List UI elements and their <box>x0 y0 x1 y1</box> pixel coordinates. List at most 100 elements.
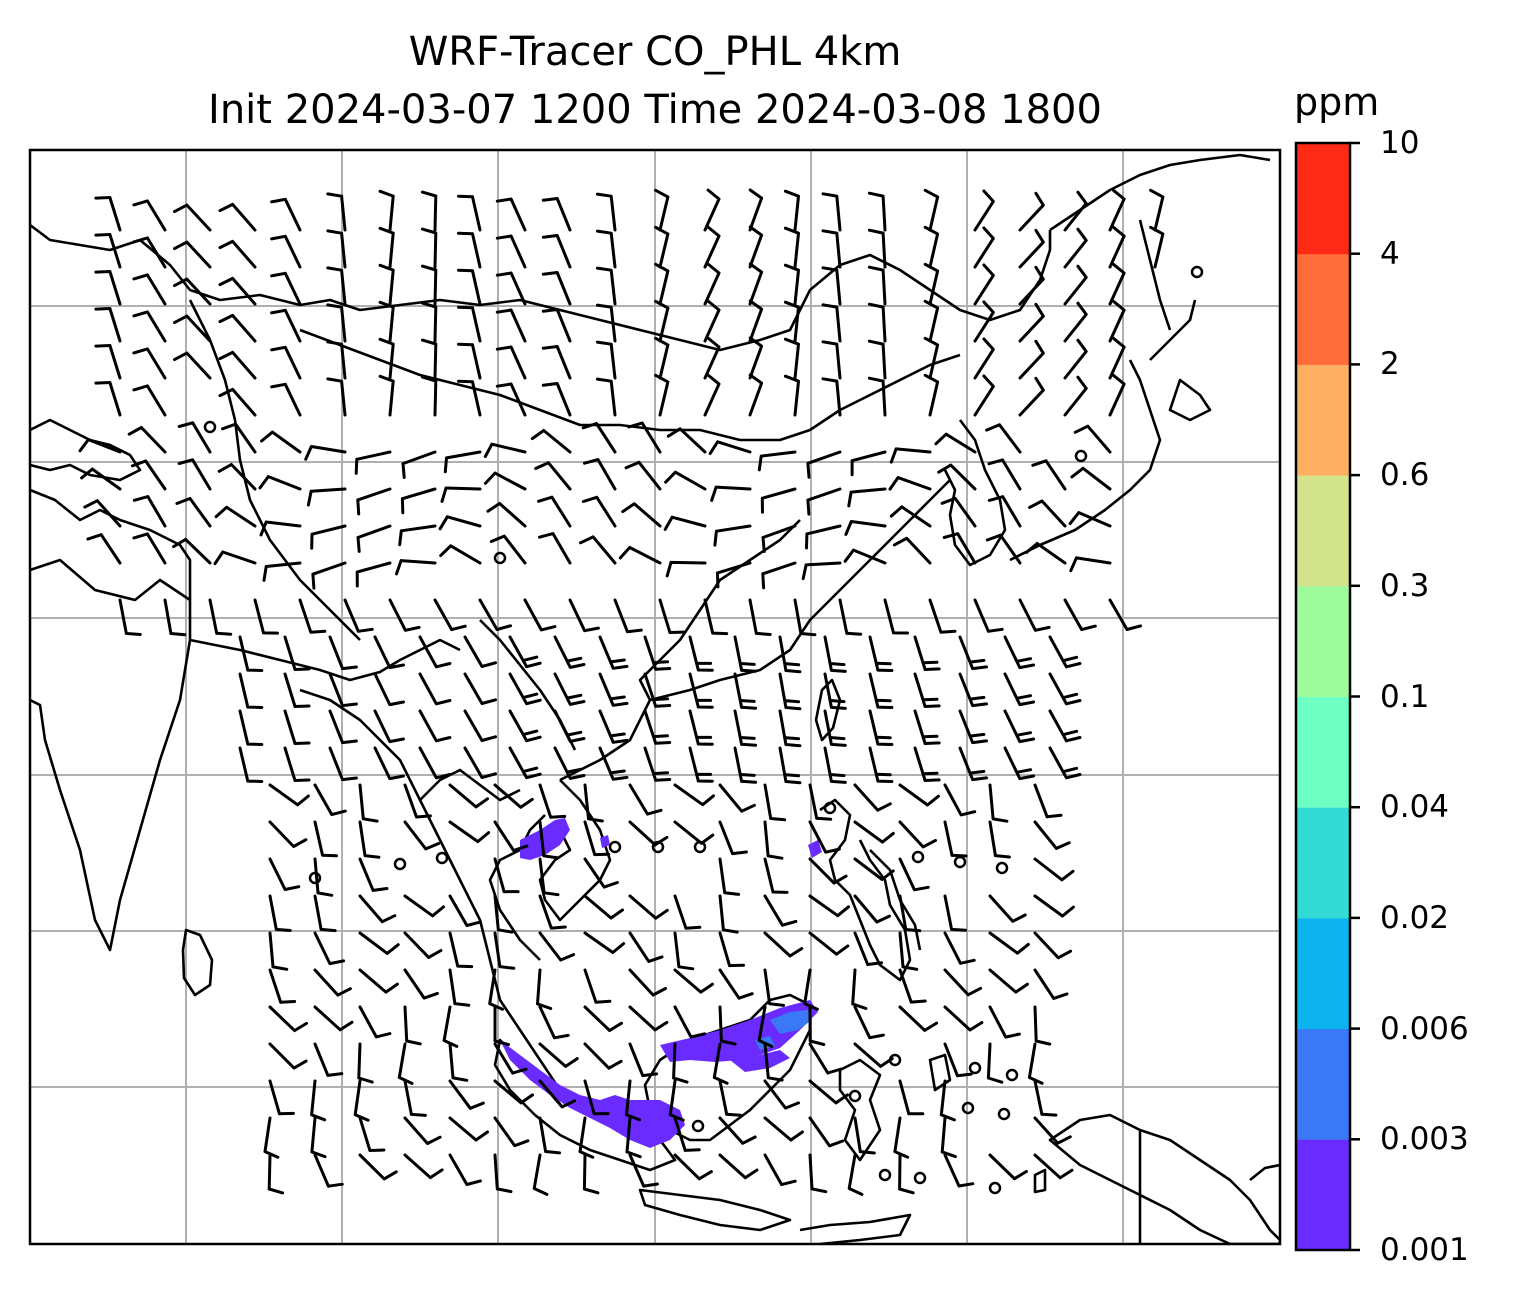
wind-barb <box>628 1153 659 1188</box>
wind-barb <box>783 226 800 269</box>
calm-wind-marker <box>878 1168 892 1182</box>
wind-barb <box>613 598 643 634</box>
wind-barb <box>763 1042 784 1082</box>
map-plot-area <box>30 150 1280 1244</box>
colorbar-tick-label: 0.1 <box>1380 678 1430 715</box>
wind-barb <box>823 709 847 747</box>
wind-barb <box>581 422 617 454</box>
wind-barb <box>94 344 122 380</box>
wind-barb <box>673 783 715 807</box>
wind-barb <box>958 709 988 745</box>
wind-barb <box>418 672 452 706</box>
wind-barb <box>483 471 527 491</box>
wind-barb <box>420 301 438 343</box>
wind-barb <box>628 1005 669 1032</box>
wind-barb <box>898 894 922 933</box>
wind-barb <box>1149 225 1165 269</box>
wind-barb <box>83 499 122 528</box>
wind-barb <box>718 1153 759 1180</box>
wind-barb <box>808 931 850 956</box>
wind-barb <box>306 487 347 507</box>
wind-barb <box>260 430 302 454</box>
wind-barb <box>313 1005 354 1032</box>
wind-barb <box>94 196 122 232</box>
wind-barb <box>536 968 553 1010</box>
wind-barb <box>673 968 714 994</box>
calm-wind-marker <box>961 1101 975 1115</box>
wind-barb <box>808 1005 826 1046</box>
wind-barb <box>943 783 977 817</box>
wind-barb <box>310 1116 327 1159</box>
wind-barb <box>442 1005 459 1048</box>
wind-barb <box>673 1005 707 1039</box>
wind-barb <box>1018 339 1045 380</box>
wind-barb <box>1048 746 1082 780</box>
wind-barb <box>940 496 977 528</box>
wind-barb <box>358 1153 398 1181</box>
wind-barb <box>538 532 572 565</box>
wind-barb <box>988 968 1029 994</box>
wind-barb <box>448 820 491 844</box>
wind-barb <box>883 598 909 635</box>
wind-barb <box>808 1042 843 1075</box>
wind-barb <box>283 709 311 745</box>
wind-barb <box>595 377 617 417</box>
wind-barb <box>913 709 941 745</box>
wind-barb <box>643 635 672 671</box>
wind-barb <box>283 746 311 782</box>
wind-barb <box>538 783 567 819</box>
wind-barb <box>733 746 758 784</box>
wind-barb <box>892 536 932 565</box>
colorbar-segment <box>1296 1139 1350 1251</box>
wind-barb <box>868 709 894 746</box>
wind-barb <box>1018 376 1045 417</box>
wind-barb <box>868 635 894 672</box>
wind-barb <box>493 1042 528 1075</box>
wind-barb <box>270 234 302 269</box>
wind-barb <box>748 299 764 343</box>
wind-barb <box>378 226 395 269</box>
wind-barb <box>238 709 264 746</box>
wind-barb <box>973 189 995 232</box>
wind-barb <box>420 264 438 306</box>
calm-wind-marker <box>995 861 1009 875</box>
wind-barb <box>583 783 604 823</box>
wind-barb <box>598 635 629 670</box>
wind-barb <box>1068 511 1112 528</box>
wind-barb <box>343 598 374 633</box>
colorbar <box>1294 141 1360 1252</box>
wind-barb <box>1033 968 1069 1000</box>
wind-barb <box>939 1079 956 1122</box>
wind-barb <box>760 487 797 514</box>
wind-barb <box>493 931 516 970</box>
wind-barb <box>457 231 482 269</box>
wind-barb <box>457 268 482 306</box>
wind-barb <box>268 1005 308 1033</box>
wind-barb <box>598 746 629 781</box>
wind-barb <box>808 857 848 885</box>
wind-barb <box>495 234 527 269</box>
wind-barb <box>439 544 482 565</box>
wind-barb <box>958 746 988 782</box>
wind-barb <box>578 1116 595 1159</box>
wind-barb <box>595 229 617 269</box>
wind-barb <box>214 505 257 528</box>
wind-barb <box>1033 894 1075 918</box>
wind-barb <box>973 374 995 417</box>
wind-barb <box>808 894 850 918</box>
wind-barb <box>258 475 302 491</box>
wind-barb <box>733 709 758 747</box>
colorbar-segment <box>1296 143 1350 255</box>
wind-barb <box>868 746 894 783</box>
wind-barb <box>1033 783 1063 819</box>
wind-barb <box>238 672 264 709</box>
wind-barb <box>673 820 715 845</box>
wind-barb <box>403 1116 442 1145</box>
calm-wind-marker <box>608 840 622 854</box>
wind-barb <box>718 1005 737 1046</box>
wind-barb <box>373 635 405 670</box>
wind-barb <box>943 894 967 932</box>
colorbar-tick-label: 0.001 <box>1380 1232 1469 1268</box>
wind-barb <box>418 709 452 743</box>
wind-barb <box>508 746 542 780</box>
